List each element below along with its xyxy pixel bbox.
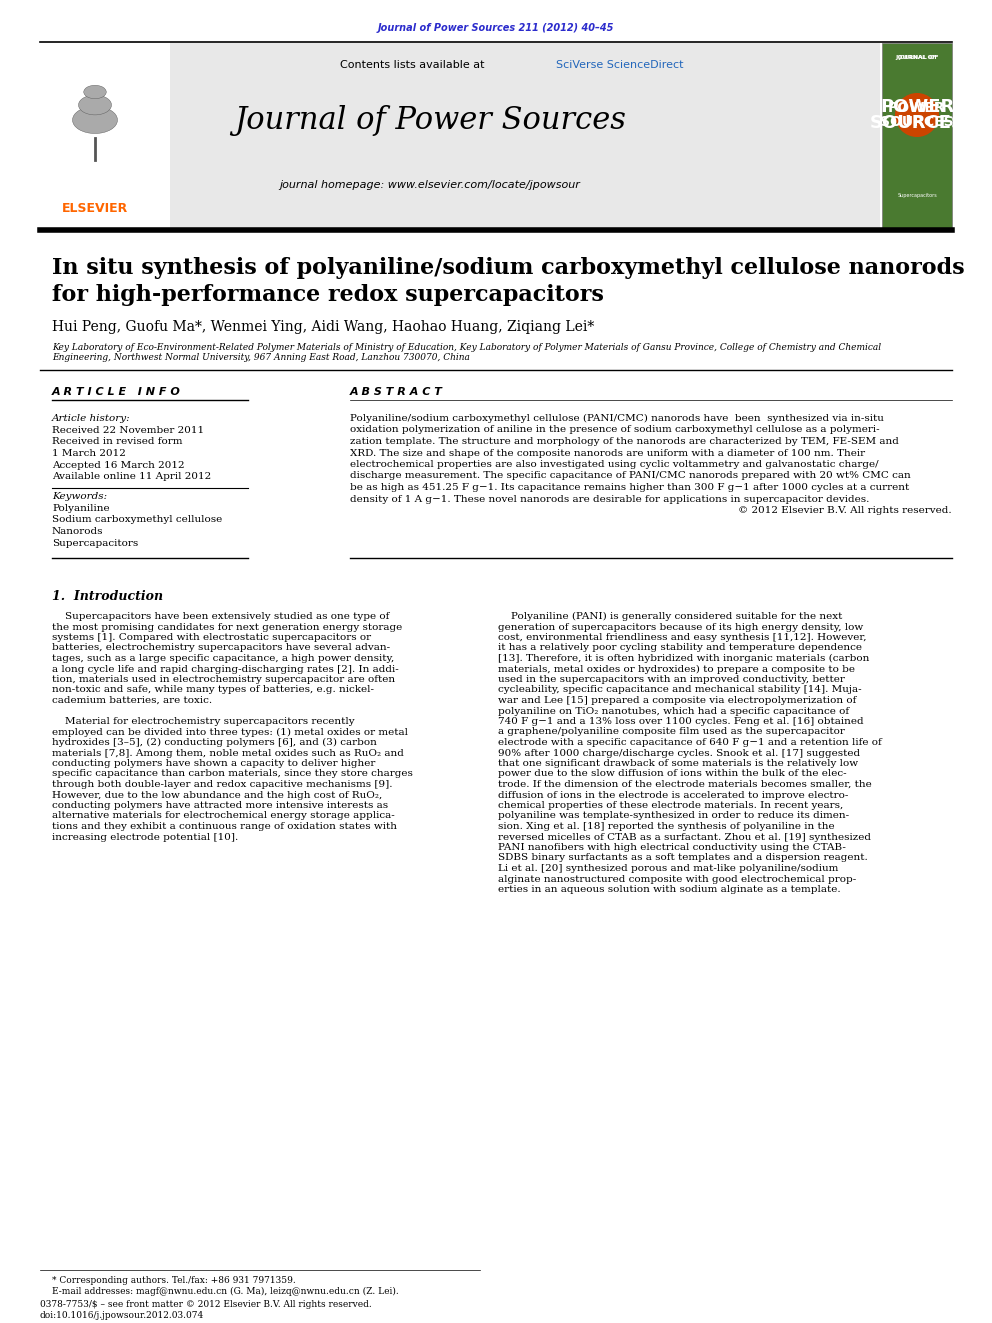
Text: Journal of Power Sources: Journal of Power Sources	[234, 105, 626, 135]
Text: materials [7,8]. Among them, noble metal oxides such as RuO₂ and: materials [7,8]. Among them, noble metal…	[52, 749, 404, 758]
Text: through both double-layer and redox capacitive mechanisms [9].: through both double-layer and redox capa…	[52, 781, 393, 789]
Text: the most promising candidates for next generation energy storage: the most promising candidates for next g…	[52, 623, 402, 631]
Ellipse shape	[72, 106, 117, 134]
Text: SciVerse ScienceDirect: SciVerse ScienceDirect	[556, 60, 683, 70]
Text: 1.  Introduction: 1. Introduction	[52, 590, 163, 603]
Text: for high-performance redox supercapacitors: for high-performance redox supercapacito…	[52, 284, 604, 306]
Text: trode. If the dimension of the electrode materials becomes smaller, the: trode. If the dimension of the electrode…	[498, 781, 872, 789]
Text: systems [1]. Compared with electrostatic supercapacitors or: systems [1]. Compared with electrostatic…	[52, 632, 371, 642]
Ellipse shape	[83, 85, 106, 99]
Text: E-mail addresses: magf@nwnu.edu.cn (G. Ma), leizq@nwnu.edu.cn (Z. Lei).: E-mail addresses: magf@nwnu.edu.cn (G. M…	[52, 1287, 399, 1297]
Text: Received 22 November 2011: Received 22 November 2011	[52, 426, 204, 435]
Text: * Corresponding authors. Tel./fax: +86 931 7971359.: * Corresponding authors. Tel./fax: +86 9…	[52, 1275, 296, 1285]
Text: chemical properties of these electrode materials. In recent years,: chemical properties of these electrode m…	[498, 800, 843, 810]
Text: Key Laboratory of Eco-Environment-Related Polymer Materials of Ministry of Educa: Key Laboratory of Eco-Environment-Relate…	[52, 343, 881, 352]
Text: alternative materials for electrochemical energy storage applica-: alternative materials for electrochemica…	[52, 811, 395, 820]
Text: However, due to the low abundance and the high cost of RuO₂,: However, due to the low abundance and th…	[52, 791, 382, 799]
Text: a graphene/polyaniline composite film used as the supercapacitor: a graphene/polyaniline composite film us…	[498, 728, 845, 737]
Text: cademium batteries, are toxic.: cademium batteries, are toxic.	[52, 696, 212, 705]
Text: oxidation polymerization of aniline in the presence of sodium carboxymethyl cell: oxidation polymerization of aniline in t…	[350, 426, 880, 434]
Text: employed can be divided into three types: (1) metal oxides or metal: employed can be divided into three types…	[52, 728, 408, 737]
Text: hydroxides [3–5], (2) conducting polymers [6], and (3) carbon: hydroxides [3–5], (2) conducting polymer…	[52, 738, 377, 747]
Text: Polyaniline/sodium carboxymethyl cellulose (PANI/CMC) nanorods have  been  synth: Polyaniline/sodium carboxymethyl cellulo…	[350, 414, 884, 423]
Text: reversed micelles of CTAB as a surfactant. Zhou et al. [19] synthesized: reversed micelles of CTAB as a surfactan…	[498, 832, 871, 841]
Text: 90% after 1000 charge/discharge cycles. Snook et al. [17] suggested: 90% after 1000 charge/discharge cycles. …	[498, 749, 860, 758]
Text: Supercapacitors have been extensively studied as one type of: Supercapacitors have been extensively st…	[52, 613, 390, 620]
Text: electrode with a specific capacitance of 640 F g−1 and a retention life of: electrode with a specific capacitance of…	[498, 738, 882, 747]
Text: POWER
SOURCES: POWER SOURCES	[880, 101, 954, 130]
Text: electrochemical properties are also investigated using cyclic voltammetry and ga: electrochemical properties are also inve…	[350, 460, 879, 468]
Text: diffusion of ions in the electrode is accelerated to improve electro-: diffusion of ions in the electrode is ac…	[498, 791, 848, 799]
Text: conducting polymers have attracted more intensive interests as: conducting polymers have attracted more …	[52, 800, 388, 810]
Circle shape	[895, 93, 939, 138]
Text: Supercapacitors: Supercapacitors	[52, 538, 138, 548]
Text: © 2012 Elsevier B.V. All rights reserved.: © 2012 Elsevier B.V. All rights reserved…	[738, 505, 952, 515]
Text: JOURNAL OF: JOURNAL OF	[895, 56, 938, 61]
Text: non-toxic and safe, while many types of batteries, e.g. nickel-: non-toxic and safe, while many types of …	[52, 685, 374, 695]
Text: Material for electrochemistry supercapacitors recently: Material for electrochemistry supercapac…	[52, 717, 354, 726]
Text: [13]. Therefore, it is often hybridized with inorganic materials (carbon: [13]. Therefore, it is often hybridized …	[498, 654, 869, 663]
Text: ELSEVIER: ELSEVIER	[62, 201, 128, 214]
Text: Hui Peng, Guofu Ma*, Wenmei Ying, Aidi Wang, Haohao Huang, Ziqiang Lei*: Hui Peng, Guofu Ma*, Wenmei Ying, Aidi W…	[52, 320, 594, 333]
Text: conducting polymers have shown a capacity to deliver higher: conducting polymers have shown a capacit…	[52, 759, 375, 767]
Text: SDBS binary surfactants as a soft templates and a dispersion reagent.: SDBS binary surfactants as a soft templa…	[498, 853, 868, 863]
Text: JOURNAL OF: JOURNAL OF	[898, 56, 936, 61]
Text: cost, environmental friendliness and easy synthesis [11,12]. However,: cost, environmental friendliness and eas…	[498, 632, 866, 642]
Text: A R T I C L E   I N F O: A R T I C L E I N F O	[52, 388, 181, 397]
Text: 0378-7753/$ – see front matter © 2012 Elsevier B.V. All rights reserved.: 0378-7753/$ – see front matter © 2012 El…	[40, 1301, 372, 1308]
Text: XRD. The size and shape of the composite nanorods are uniform with a diameter of: XRD. The size and shape of the composite…	[350, 448, 865, 458]
Text: Contents lists available at: Contents lists available at	[340, 60, 488, 70]
Text: Available online 11 April 2012: Available online 11 April 2012	[52, 472, 211, 482]
Text: doi:10.1016/j.jpowsour.2012.03.074: doi:10.1016/j.jpowsour.2012.03.074	[40, 1311, 204, 1320]
Text: Journal of Power Sources 211 (2012) 40–45: Journal of Power Sources 211 (2012) 40–4…	[378, 22, 614, 33]
Text: cycleability, specific capacitance and mechanical stability [14]. Muja-: cycleability, specific capacitance and m…	[498, 685, 862, 695]
Text: erties in an aqueous solution with sodium alginate as a template.: erties in an aqueous solution with sodiu…	[498, 885, 840, 894]
Text: a long cycle life and rapid charging-discharging rates [2]. In addi-: a long cycle life and rapid charging-dis…	[52, 664, 399, 673]
Text: Polyaniline (PANI) is generally considered suitable for the next: Polyaniline (PANI) is generally consider…	[498, 613, 842, 620]
Text: polyaniline on TiO₂ nanotubes, which had a specific capacitance of: polyaniline on TiO₂ nanotubes, which had…	[498, 706, 849, 716]
Text: alginate nanostructured composite with good electrochemical prop-: alginate nanostructured composite with g…	[498, 875, 856, 884]
Text: journal homepage: www.elsevier.com/locate/jpowsour: journal homepage: www.elsevier.com/locat…	[280, 180, 580, 191]
Text: be as high as 451.25 F g−1. Its capacitance remains higher than 300 F g−1 after : be as high as 451.25 F g−1. Its capacita…	[350, 483, 910, 492]
Text: 1 March 2012: 1 March 2012	[52, 448, 126, 458]
Text: tages, such as a large specific capacitance, a high power density,: tages, such as a large specific capacita…	[52, 654, 394, 663]
Text: Engineering, Northwest Normal University, 967 Anning East Road, Lanzhou 730070, : Engineering, Northwest Normal University…	[52, 353, 470, 363]
Text: Received in revised form: Received in revised form	[52, 438, 183, 446]
Text: zation template. The structure and morphology of the nanorods are characterized : zation template. The structure and morph…	[350, 437, 899, 446]
Text: Keywords:: Keywords:	[52, 492, 107, 501]
Text: sion. Xing et al. [18] reported the synthesis of polyaniline in the: sion. Xing et al. [18] reported the synt…	[498, 822, 834, 831]
Text: PANI nanofibers with high electrical conductivity using the CTAB-: PANI nanofibers with high electrical con…	[498, 843, 846, 852]
Text: it has a relatively poor cycling stability and temperature dependence: it has a relatively poor cycling stabili…	[498, 643, 862, 652]
Text: tion, materials used in electrochemistry supercapacitor are often: tion, materials used in electrochemistry…	[52, 675, 395, 684]
Text: specific capacitance than carbon materials, since they store charges: specific capacitance than carbon materia…	[52, 770, 413, 778]
Text: 740 F g−1 and a 13% loss over 1100 cycles. Feng et al. [16] obtained: 740 F g−1 and a 13% loss over 1100 cycle…	[498, 717, 864, 726]
Text: used in the supercapacitors with an improved conductivity, better: used in the supercapacitors with an impr…	[498, 675, 845, 684]
Text: Polyaniline: Polyaniline	[52, 504, 110, 513]
Bar	[40, 44, 170, 230]
Text: generation of supercapacitors because of its high energy density, low: generation of supercapacitors because of…	[498, 623, 863, 631]
Text: increasing electrode potential [10].: increasing electrode potential [10].	[52, 832, 238, 841]
Text: discharge measurement. The specific capacitance of PANI/CMC nanorods prepared wi: discharge measurement. The specific capa…	[350, 471, 911, 480]
Text: In situ synthesis of polyaniline/sodium carboxymethyl cellulose nanorods: In situ synthesis of polyaniline/sodium …	[52, 257, 964, 279]
Text: polyaniline was template-synthesized in order to reduce its dimen-: polyaniline was template-synthesized in …	[498, 811, 849, 820]
Text: Supercapacitors: Supercapacitors	[897, 193, 936, 197]
Text: POWER
SOURCES: POWER SOURCES	[870, 98, 964, 132]
Text: tions and they exhibit a continuous range of oxidation states with: tions and they exhibit a continuous rang…	[52, 822, 397, 831]
Text: batteries, electrochemistry supercapacitors have several advan-: batteries, electrochemistry supercapacit…	[52, 643, 390, 652]
Text: Nanorods: Nanorods	[52, 527, 103, 536]
Bar	[40, 44, 880, 230]
Text: that one significant drawback of some materials is the relatively low: that one significant drawback of some ma…	[498, 759, 858, 767]
Text: Li et al. [20] synthesized porous and mat-like polyaniline/sodium: Li et al. [20] synthesized porous and ma…	[498, 864, 838, 873]
Text: Accepted 16 March 2012: Accepted 16 March 2012	[52, 460, 185, 470]
Text: materials, metal oxides or hydroxides) to prepare a composite to be: materials, metal oxides or hydroxides) t…	[498, 664, 855, 673]
Ellipse shape	[78, 95, 111, 115]
Text: Sodium carboxymethyl cellulose: Sodium carboxymethyl cellulose	[52, 516, 222, 524]
Text: war and Lee [15] prepared a composite via electropolymerization of: war and Lee [15] prepared a composite vi…	[498, 696, 856, 705]
Text: density of 1 A g−1. These novel nanorods are desirable for applications in super: density of 1 A g−1. These novel nanorods…	[350, 495, 869, 504]
Text: Article history:: Article history:	[52, 414, 131, 423]
Text: A B S T R A C T: A B S T R A C T	[350, 388, 442, 397]
Bar	[882, 44, 952, 230]
Text: power due to the slow diffusion of ions within the bulk of the elec-: power due to the slow diffusion of ions …	[498, 770, 846, 778]
